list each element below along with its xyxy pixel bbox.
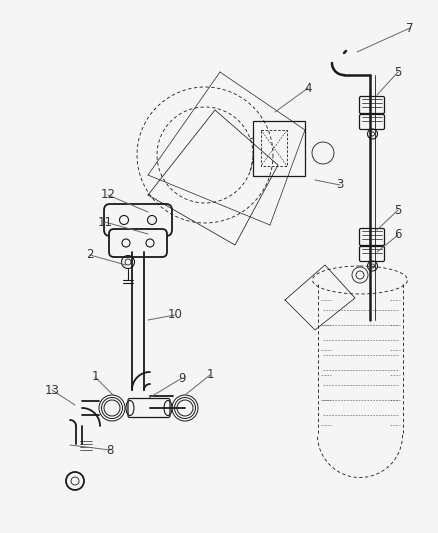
FancyBboxPatch shape: [253, 120, 305, 175]
Text: 5: 5: [394, 66, 402, 78]
Text: 11: 11: [98, 215, 113, 229]
FancyBboxPatch shape: [104, 204, 172, 236]
Text: 8: 8: [106, 443, 114, 456]
FancyBboxPatch shape: [261, 130, 287, 166]
FancyBboxPatch shape: [360, 96, 385, 114]
FancyBboxPatch shape: [360, 115, 385, 130]
Text: 7: 7: [406, 21, 414, 35]
Text: 13: 13: [45, 384, 60, 397]
Text: 2: 2: [86, 248, 94, 262]
FancyBboxPatch shape: [360, 246, 385, 262]
Text: 4: 4: [304, 82, 312, 94]
Text: 1: 1: [206, 368, 214, 382]
Text: 12: 12: [100, 189, 116, 201]
Text: 10: 10: [168, 309, 183, 321]
Text: 6: 6: [394, 229, 402, 241]
FancyBboxPatch shape: [128, 399, 170, 417]
Text: 3: 3: [336, 179, 344, 191]
FancyBboxPatch shape: [360, 229, 385, 246]
FancyBboxPatch shape: [109, 229, 167, 257]
Text: 9: 9: [178, 372, 186, 384]
Text: 5: 5: [394, 204, 402, 216]
Text: 1: 1: [91, 370, 99, 384]
